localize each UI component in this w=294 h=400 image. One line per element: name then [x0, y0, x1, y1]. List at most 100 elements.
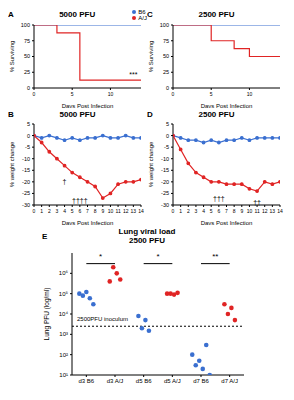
svg-text:††††: ††††	[72, 197, 88, 204]
svg-text:Days Post Infection: Days Post Infection	[201, 220, 253, 225]
svg-text:7: 7	[225, 208, 228, 214]
svg-text:d3 A/J: d3 A/J	[107, 378, 124, 384]
svg-text:10: 10	[108, 208, 114, 214]
svg-text:†: †	[63, 178, 67, 185]
svg-text:12: 12	[123, 208, 129, 214]
svg-text:0: 0	[172, 91, 175, 97]
svg-text:5: 5	[71, 91, 74, 97]
svg-text:-20: -20	[22, 179, 30, 185]
svg-text:-15: -15	[161, 167, 169, 173]
svg-text:-30: -30	[161, 202, 169, 208]
svg-text:d5 A/J: d5 A/J	[164, 378, 181, 384]
svg-text:10¹: 10¹	[59, 372, 68, 378]
svg-text:0: 0	[33, 91, 36, 97]
svg-text:7: 7	[86, 208, 89, 214]
svg-text:d7 B6: d7 B6	[193, 378, 209, 384]
svg-text:10⁶: 10⁶	[59, 270, 69, 276]
svg-text:11: 11	[115, 208, 120, 214]
svg-text:-10: -10	[22, 156, 30, 162]
svg-text:13: 13	[131, 208, 137, 214]
svg-text:10: 10	[247, 91, 253, 97]
svg-text:100: 100	[21, 22, 30, 28]
svg-text:d5 B6: d5 B6	[136, 378, 152, 384]
svg-text:9: 9	[240, 208, 243, 214]
svg-text:10³: 10³	[59, 331, 68, 337]
svg-text:6: 6	[78, 208, 81, 214]
svg-text:4: 4	[63, 208, 66, 214]
svg-text:% Surviving: % Surviving	[9, 41, 15, 73]
html-text:5000 PFU: 5000 PFU	[59, 109, 96, 119]
svg-text:-15: -15	[22, 167, 30, 173]
svg-text:9: 9	[101, 208, 104, 214]
svg-text:1: 1	[179, 208, 182, 214]
svg-text:0: 0	[33, 208, 36, 214]
svg-text:10: 10	[108, 91, 114, 97]
svg-text:50: 50	[163, 53, 169, 59]
svg-text:14: 14	[277, 208, 283, 214]
svg-text:25: 25	[163, 69, 169, 75]
svg-text:8: 8	[233, 208, 236, 214]
svg-text:5: 5	[166, 121, 169, 127]
svg-text:2: 2	[48, 208, 51, 214]
svg-text:-25: -25	[22, 190, 30, 196]
svg-text:10: 10	[247, 208, 253, 214]
svg-text:0: 0	[172, 208, 175, 214]
svg-text:**: **	[212, 252, 218, 261]
svg-text:2500PFU inoculum: 2500PFU inoculum	[77, 316, 128, 322]
svg-text:Lung PFU (log/ml): Lung PFU (log/ml)	[43, 288, 51, 341]
svg-text:12: 12	[262, 208, 268, 214]
svg-text:-5: -5	[164, 144, 169, 150]
svg-text:Days Post Infection: Days Post Infection	[62, 103, 114, 108]
svg-text:d3 B6: d3 B6	[78, 378, 94, 384]
svg-text:10⁵: 10⁵	[59, 291, 69, 297]
svg-text:5: 5	[210, 208, 213, 214]
svg-text:-30: -30	[22, 202, 30, 208]
svg-text:10⁴: 10⁴	[59, 311, 69, 317]
svg-text:-20: -20	[161, 179, 169, 185]
svg-text:% weight change: % weight change	[9, 141, 15, 187]
html-text:Lung viral load: Lung viral load	[118, 227, 176, 236]
svg-text:1: 1	[40, 208, 43, 214]
html-text:5000 PFU: 5000 PFU	[59, 10, 96, 19]
svg-text:5: 5	[210, 91, 213, 97]
svg-text:10²: 10²	[59, 352, 68, 358]
svg-text:5: 5	[27, 121, 30, 127]
html-text:2500 PFU: 2500 PFU	[198, 10, 235, 19]
svg-text:% Surviving: % Surviving	[148, 41, 154, 73]
svg-text:*: *	[99, 252, 102, 261]
svg-text:100: 100	[160, 22, 169, 28]
svg-text:6: 6	[217, 208, 220, 214]
svg-text:75: 75	[24, 38, 30, 44]
html-text:2500 PFU: 2500 PFU	[129, 236, 165, 245]
svg-text:3: 3	[195, 208, 198, 214]
svg-text:50: 50	[24, 53, 30, 59]
svg-text:-25: -25	[161, 190, 169, 196]
svg-text:13: 13	[270, 208, 276, 214]
svg-text:Days Post Infection: Days Post Infection	[62, 220, 114, 225]
svg-text:*: *	[156, 252, 159, 261]
svg-text:% weight change: % weight change	[148, 141, 154, 187]
svg-text:Days Post Infection: Days Post Infection	[201, 103, 253, 108]
svg-text:-10: -10	[161, 156, 169, 162]
svg-text:4: 4	[202, 208, 205, 214]
html-text:B6: B6	[138, 8, 146, 15]
svg-text:75: 75	[163, 38, 169, 44]
svg-text:††: ††	[253, 199, 261, 206]
svg-text:5: 5	[71, 208, 74, 214]
svg-text:0: 0	[27, 85, 30, 91]
svg-text:14: 14	[138, 208, 144, 214]
html-text:A/J: A/J	[138, 14, 147, 21]
svg-text:25: 25	[24, 69, 30, 75]
svg-text:-5: -5	[25, 144, 30, 150]
svg-text:0: 0	[27, 133, 30, 139]
svg-text:0: 0	[166, 133, 169, 139]
html-text:2500 PFU: 2500 PFU	[198, 109, 235, 119]
svg-text:11: 11	[254, 208, 259, 214]
svg-text:2: 2	[187, 208, 190, 214]
svg-text:3: 3	[56, 208, 59, 214]
svg-text:0: 0	[166, 85, 169, 91]
svg-text:†††: †††	[213, 195, 225, 202]
svg-text:8: 8	[94, 208, 97, 214]
svg-text:d7 A/J: d7 A/J	[221, 378, 238, 384]
svg-text:***: ***	[129, 71, 137, 78]
